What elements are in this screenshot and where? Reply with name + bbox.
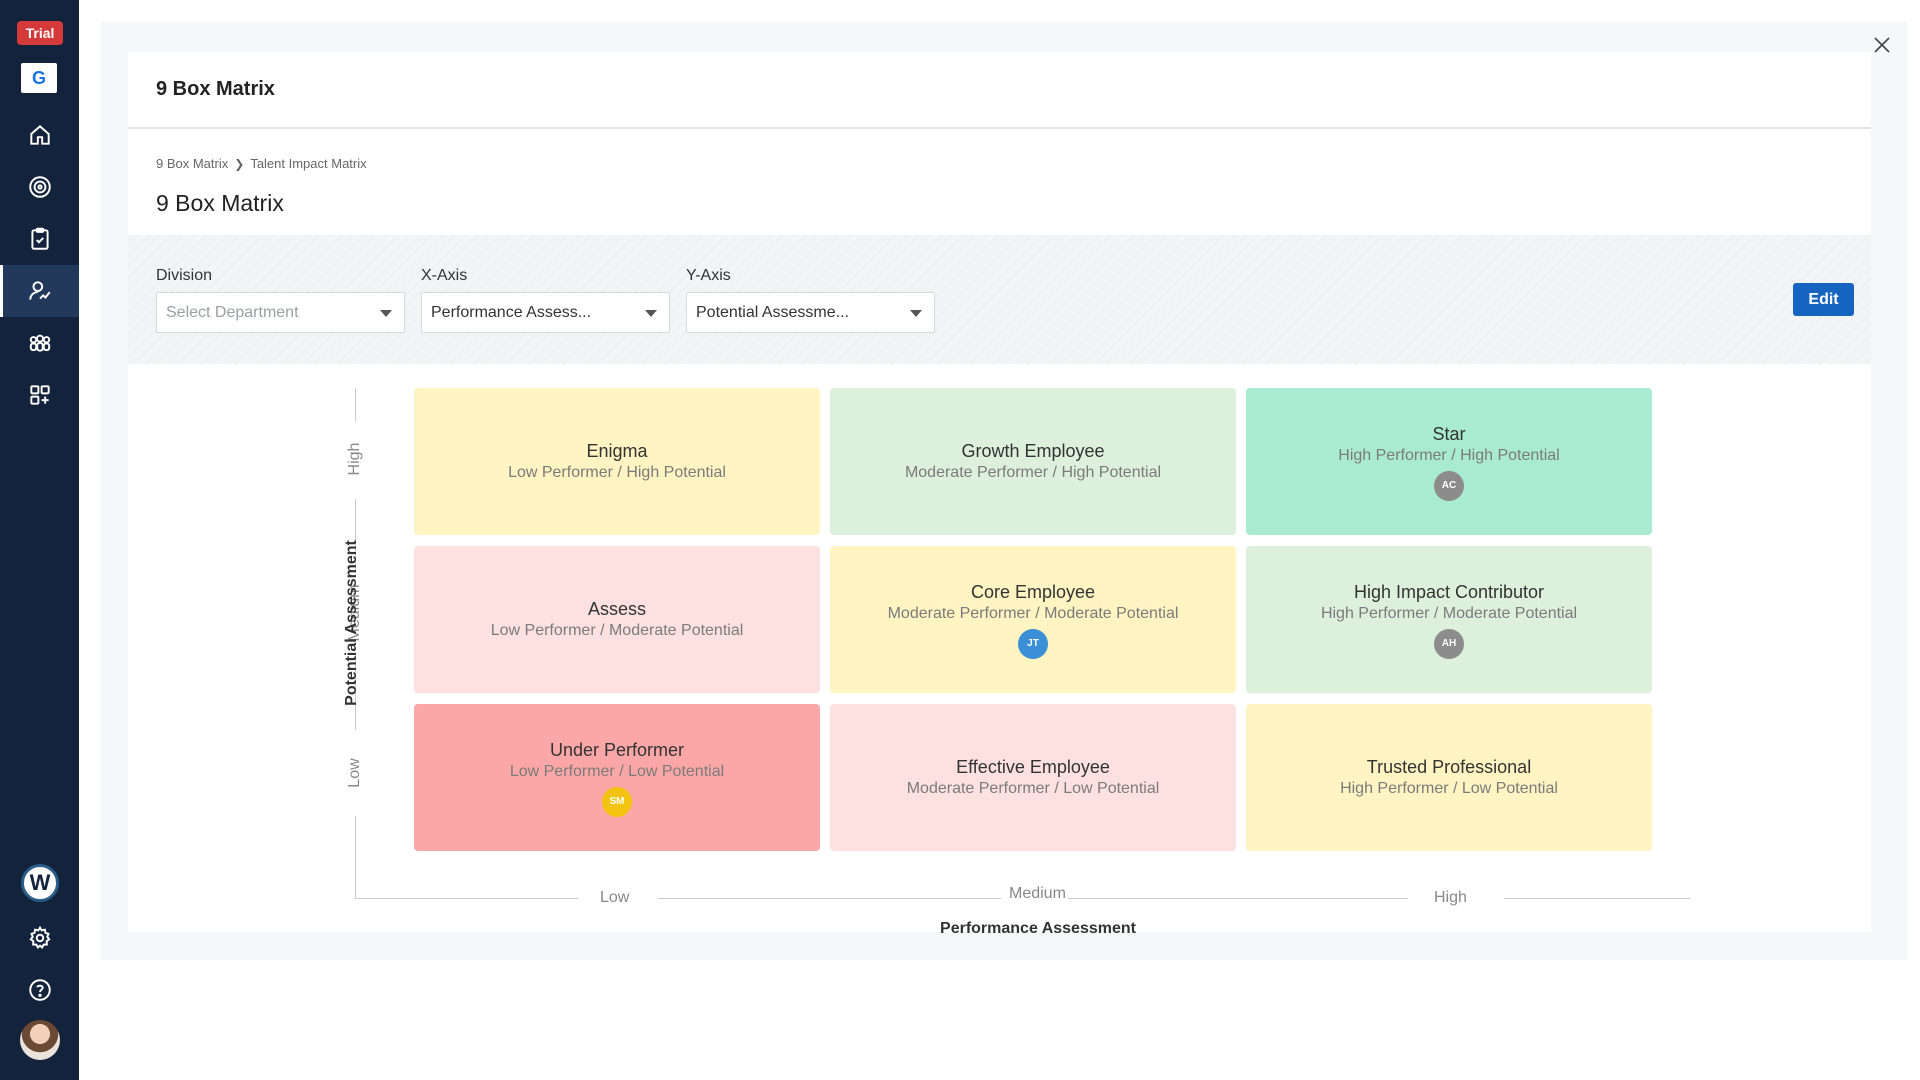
x-axis-title: Performance Assessment	[940, 920, 1136, 937]
edit-button[interactable]: Edit	[1793, 283, 1854, 316]
y-tick-high: High	[346, 442, 363, 476]
x-axis-label: X-Axis	[421, 267, 468, 284]
nav-team[interactable]	[0, 317, 79, 369]
y-axis-segment	[355, 499, 356, 573]
x-axis-select[interactable]: Performance Assess...	[421, 292, 670, 333]
nav-goals[interactable]	[0, 161, 79, 213]
x-axis-value: Performance Assess...	[431, 303, 592, 321]
nav-tasks[interactable]	[0, 213, 79, 265]
apps-icon	[29, 385, 50, 405]
employee-avatar-chip[interactable]: AC	[1434, 470, 1464, 501]
y-axis-segment	[355, 816, 356, 898]
sidebar: Trial G W	[0, 0, 79, 1080]
cell-subtitle: Low Performer / Low Potential	[509, 762, 725, 780]
modal-header: 9 Box Matrix	[128, 52, 1871, 129]
cell-subtitle: Low Performer / High Potential	[508, 463, 726, 481]
cell-title: High Impact Contributor	[1353, 581, 1545, 602]
cell-title: Growth Employee	[961, 440, 1105, 461]
nav-performance[interactable]	[0, 265, 79, 317]
caret-down-icon	[380, 310, 392, 317]
y-axis-filter: Y-Axis Potential Assessme...	[686, 267, 935, 333]
division-filter: Division Select Department	[156, 267, 405, 333]
cell-under-performer[interactable]: Under Performer Low Performer / Low Poten…	[414, 704, 820, 851]
chevron-right-icon: ❯	[234, 156, 245, 171]
cell-subtitle: Moderate Performer / Low Potential	[906, 779, 1160, 797]
cell-enigma[interactable]: Enigma Low Performer / High Potential	[414, 388, 820, 535]
settings-icon	[28, 925, 51, 949]
x-axis-segment	[658, 898, 1001, 899]
breadcrumb-item-current: Talent Impact Matrix	[250, 156, 367, 171]
cell-growth-employee[interactable]: Growth Employee Moderate Performer / High…	[830, 388, 1236, 535]
cell-subtitle: High Performer / Moderate Potential	[1320, 604, 1578, 622]
employee-avatar-chip[interactable]: JT	[1018, 628, 1048, 659]
performance-icon	[28, 281, 51, 300]
nav-settings[interactable]	[0, 912, 79, 964]
home-icon	[29, 125, 50, 145]
cell-title: Star	[1432, 423, 1466, 444]
trial-badge[interactable]: Trial	[17, 21, 63, 45]
y-tick-low: Low	[346, 758, 363, 788]
nav-home[interactable]	[0, 109, 79, 161]
nav-apps[interactable]	[0, 369, 79, 421]
x-axis-filter: X-Axis Performance Assess...	[421, 267, 670, 333]
x-axis-segment	[1068, 898, 1408, 899]
cell-subtitle: Moderate Performer / High Potential	[904, 463, 1162, 481]
division-label: Division	[156, 267, 213, 284]
breadcrumb-item-root[interactable]: 9 Box Matrix	[156, 156, 229, 171]
cell-title: Assess	[587, 598, 647, 619]
team-icon	[29, 334, 50, 352]
caret-down-icon	[645, 310, 657, 317]
brand-logo[interactable]: G	[21, 63, 57, 93]
division-select[interactable]: Select Department	[156, 292, 405, 333]
caret-down-icon	[910, 310, 922, 317]
cell-title: Under Performer	[549, 739, 685, 760]
main-content: 9 Box Matrix ❯ Talent Impact Matrix 9 Bo…	[128, 129, 1871, 937]
cell-core-employee[interactable]: Core Employee Moderate Performer / Modera…	[830, 546, 1236, 693]
cell-title: Effective Employee	[956, 756, 1110, 777]
close-icon	[1874, 37, 1890, 53]
goals-icon	[28, 176, 51, 198]
breadcrumb: 9 Box Matrix ❯ Talent Impact Matrix	[156, 156, 367, 171]
cell-star[interactable]: Star High Performer / High Potential AC	[1246, 388, 1652, 535]
x-axis-segment	[1504, 898, 1690, 899]
cell-trusted-professional[interactable]: Trusted Professional High Performer / Low…	[1246, 704, 1652, 851]
cell-subtitle: High Performer / Low Potential	[1340, 779, 1558, 797]
y-axis-label: Y-Axis	[686, 267, 731, 284]
nav-help[interactable]	[0, 964, 79, 1016]
cell-subtitle: Low Performer / Moderate Potential	[490, 621, 744, 639]
x-tick-low: Low	[600, 889, 630, 906]
modal-title: 9 Box Matrix	[156, 78, 275, 100]
cell-subtitle: Moderate Performer / Moderate Potential	[887, 604, 1179, 622]
page-title: 9 Box Matrix	[156, 190, 284, 216]
help-icon	[28, 979, 51, 1001]
employee-avatar-chip[interactable]: AH	[1434, 628, 1464, 659]
y-axis-value: Potential Assessme...	[696, 303, 849, 321]
cell-high-impact-contributor[interactable]: High Impact Contributor High Performer / …	[1246, 546, 1652, 693]
close-button[interactable]	[1870, 33, 1894, 57]
x-axis-segment	[355, 898, 578, 899]
y-axis-select[interactable]: Potential Assessme...	[686, 292, 935, 333]
x-tick-high: High	[1434, 889, 1467, 906]
cell-subtitle: High Performer / High Potential	[1338, 446, 1560, 464]
cell-title: Trusted Professional	[1366, 756, 1532, 777]
tasks-icon	[30, 227, 49, 250]
division-placeholder: Select Department	[166, 303, 299, 321]
user-avatar[interactable]	[20, 1020, 60, 1060]
cell-assess[interactable]: Assess Low Performer / Moderate Potential	[414, 546, 820, 693]
workspace-logo[interactable]: W	[21, 864, 59, 902]
nine-box-matrix: High Medium Low Potential Assessment Low…	[128, 364, 1871, 937]
employee-avatar-chip[interactable]: SM	[602, 786, 632, 817]
cell-effective-employee[interactable]: Effective Employee Moderate Performer / L…	[830, 704, 1236, 851]
y-axis-title: Potential Assessment	[343, 540, 360, 706]
y-axis-segment	[355, 654, 356, 730]
y-axis-segment	[355, 388, 356, 422]
x-tick-medium: Medium	[1009, 885, 1066, 902]
cell-title: Enigma	[586, 440, 648, 461]
filter-bar: Division Select Department X-Axis Perfor…	[128, 235, 1871, 364]
cell-title: Core Employee	[970, 581, 1096, 602]
